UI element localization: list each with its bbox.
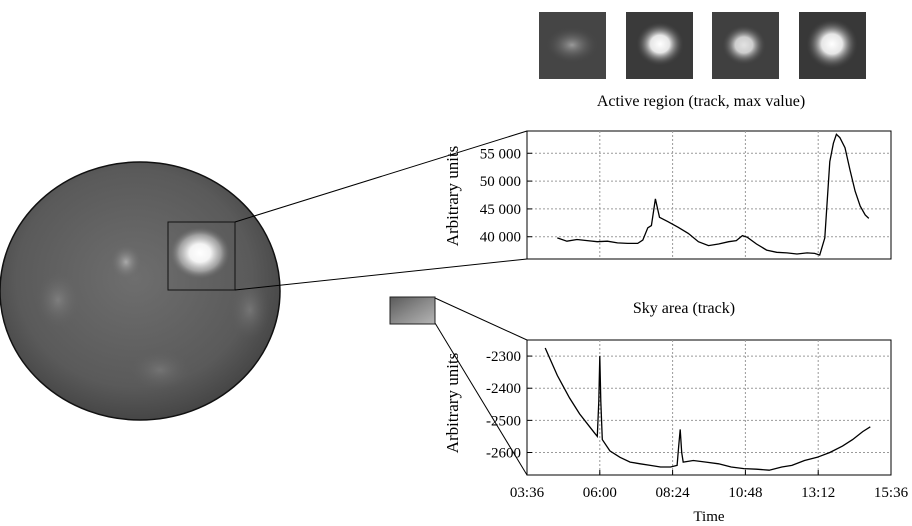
y-tick-label: -2500 — [486, 413, 521, 429]
y-tick-label: 55 000 — [480, 146, 521, 162]
x-tick-label: 13:12 — [801, 485, 835, 501]
x-axis-label: Time — [693, 509, 724, 525]
grid — [527, 340, 891, 475]
y-axis: -2600 -2500 -2400 -2300 — [486, 349, 532, 462]
thumbnail-spot — [722, 25, 766, 65]
thumbnail-spot — [806, 19, 858, 69]
series-line — [544, 347, 871, 471]
plot-frame — [526, 339, 892, 476]
soft-spot — [110, 244, 142, 280]
y-tick-label: -2300 — [486, 349, 521, 365]
x-axis: 03:36 06:00 08:24 10:48 13:12 15:36 — [510, 470, 909, 501]
x-tick-label: 03:36 — [510, 485, 545, 501]
bright-spot — [170, 227, 230, 279]
active-region-chart: 40 000 45 000 50 000 55 000 Arbitrary units — [443, 130, 892, 260]
soft-spot — [130, 350, 190, 390]
y-axis: 40 000 45 000 50 000 55 000 — [480, 146, 532, 246]
zoom-line — [234, 130, 528, 223]
series-line — [557, 133, 870, 256]
y-tick-label: 50 000 — [480, 174, 521, 190]
sky-area-chart: -2600 -2500 -2400 -2300 03:36 06:00 08:24 10:4… — [443, 339, 909, 525]
sky-area-thumbnail — [389, 296, 436, 325]
x-tick-label: 08:24 — [656, 485, 691, 501]
zoom-line — [434, 322, 528, 476]
active-region-caption: Active region (track, max value) — [597, 93, 805, 110]
active-region-thumbnails — [539, 12, 866, 79]
sky-area-caption: Sky area (track) — [633, 300, 735, 317]
y-axis-label: Arbitrary units — [443, 353, 462, 454]
x-tick-label: 06:00 — [583, 485, 617, 501]
active-region-box — [167, 221, 236, 291]
zoom-line — [434, 297, 528, 341]
soft-spot — [230, 280, 270, 340]
y-tick-label: 40 000 — [480, 230, 521, 246]
solar-disk-image — [0, 161, 281, 421]
y-tick-label: 45 000 — [480, 202, 521, 218]
y-axis-label: Arbitrary units — [443, 146, 462, 247]
thumbnail-spot — [636, 22, 684, 66]
thumbnail-spot — [546, 27, 598, 63]
y-tick-label: -2400 — [486, 381, 521, 397]
x-tick-label: 15:36 — [874, 485, 909, 501]
soft-spot — [36, 272, 80, 328]
zoom-line — [234, 258, 528, 291]
x-tick-label: 10:48 — [728, 485, 762, 501]
grid — [527, 131, 891, 259]
plot-frame — [526, 130, 892, 260]
y-tick-label: -2600 — [486, 446, 521, 462]
